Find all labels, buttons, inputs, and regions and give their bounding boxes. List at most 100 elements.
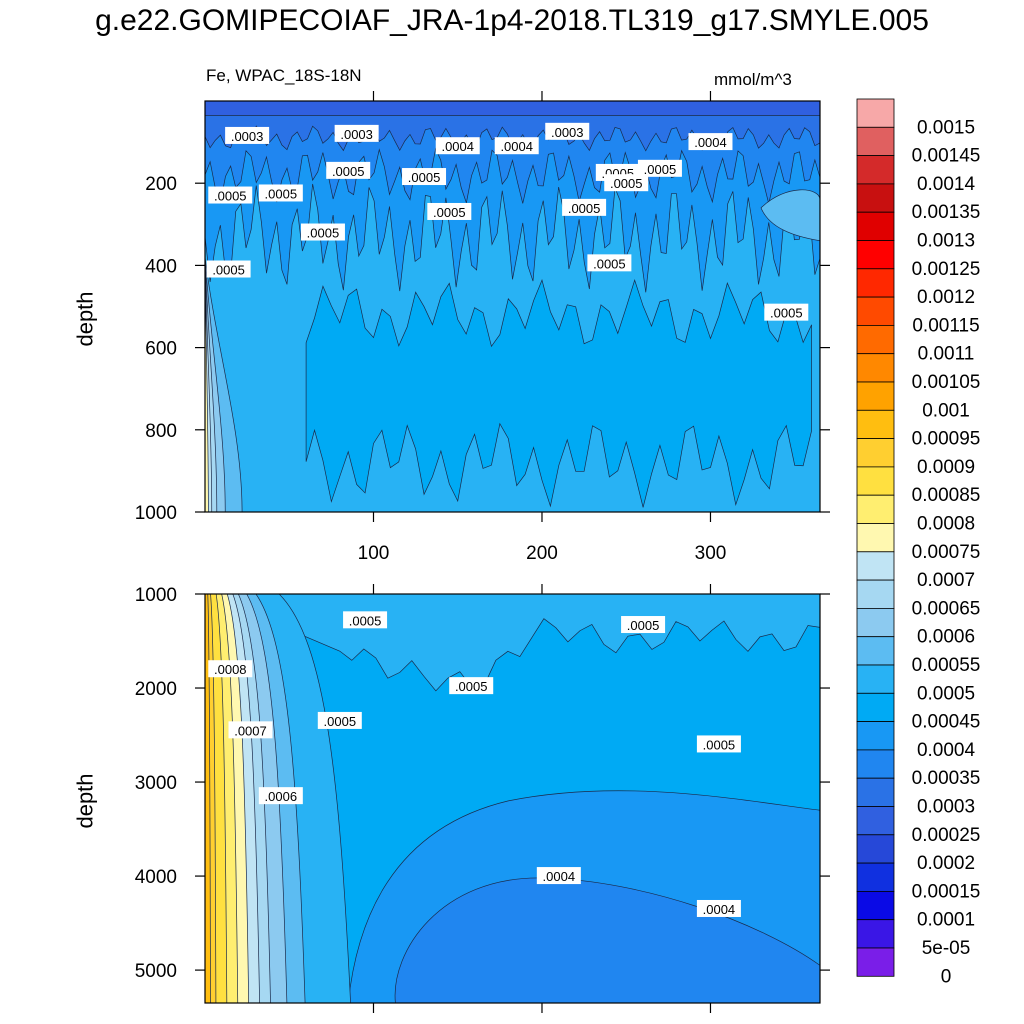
colorbar-swatch xyxy=(856,806,895,836)
upper-contour-0.00045 xyxy=(305,278,812,508)
upper-y-tick-label: 600 xyxy=(145,339,177,360)
svg-text:.0007: .0007 xyxy=(234,723,267,738)
colorbar-level-label: 0.00025 xyxy=(912,825,981,846)
lower-y-tick-label: 1000 xyxy=(135,585,177,606)
colorbar-swatch xyxy=(856,268,895,298)
colorbar-swatch xyxy=(856,381,895,411)
colorbar-swatch xyxy=(856,155,895,185)
colorbar-swatch xyxy=(856,636,895,666)
colorbar-swatch xyxy=(856,353,895,383)
lower-y-tick-label: 2000 xyxy=(135,679,177,700)
upper-contour-label: .0005 xyxy=(587,254,632,272)
upper-right-patch xyxy=(760,189,820,242)
svg-text:.0005: .0005 xyxy=(408,170,441,185)
colorbar-level-label: 0.0003 xyxy=(917,797,975,818)
svg-text:.0005: .0005 xyxy=(568,201,601,216)
lower-contour-label: .0006 xyxy=(258,787,303,805)
colorbar-level-label: 0.0015 xyxy=(917,117,975,138)
lower-contour-label: .0007 xyxy=(228,721,273,739)
lower-contour-label: .0005 xyxy=(343,611,388,629)
colorbar-level-label: 0.0002 xyxy=(917,853,975,874)
lower-contour-panel: .0005 .0005 .0005 .0005 .0005 .0008 .0007 .0006… xyxy=(135,584,830,1013)
svg-text:.0004: .0004 xyxy=(703,902,736,917)
svg-text:.0005: .0005 xyxy=(265,186,298,201)
upper-contour-label: .0004 xyxy=(688,133,733,151)
main-title: g.e22.GOMIPECOIAF_JRA-1p4-2018.TL319_g17… xyxy=(95,4,929,37)
lower-frame xyxy=(204,593,821,1004)
colorbar-swatch xyxy=(856,777,895,807)
svg-text:.0005: .0005 xyxy=(332,164,365,179)
colorbar-swatch xyxy=(856,834,895,864)
colorbar: 0.0015 0.00145 0.0014 0.00135 0.0013 0.00125 0… xyxy=(856,98,981,987)
upper-contour-label: .0004 xyxy=(494,137,539,155)
colorbar-level-label: 0.00115 xyxy=(912,315,979,336)
svg-text:.0005: .0005 xyxy=(349,613,382,628)
svg-text:.0004: .0004 xyxy=(500,139,533,154)
colorbar-swatch xyxy=(856,466,895,496)
colorbar-level-label: 0.0004 xyxy=(917,740,976,761)
upper-contour-0.00025 xyxy=(205,101,820,116)
colorbar-level-label: 0.00135 xyxy=(912,202,981,223)
colorbar-level-label: 0.00105 xyxy=(912,372,981,393)
colorbar-level-label: 0.0005 xyxy=(917,683,975,704)
colorbar-level-label: 0.00085 xyxy=(912,485,981,506)
lower-contour-label: .0005 xyxy=(696,735,741,753)
colorbar-level-label: 0.00065 xyxy=(912,598,981,619)
panel-subtitle: Fe, WPAC_18S-18N xyxy=(206,66,362,85)
colorbar-level-label: 0 xyxy=(941,966,952,987)
lower-contour-label: .0004 xyxy=(696,899,741,917)
upper-contour-label: .0005 xyxy=(764,303,809,321)
colorbar-swatch xyxy=(856,438,895,468)
colorbar-swatch xyxy=(856,919,895,949)
colorbar-swatch xyxy=(856,579,895,609)
colorbar-swatch xyxy=(856,947,895,977)
upper-contour-label: .0004 xyxy=(435,137,480,155)
svg-text:.0004: .0004 xyxy=(543,869,576,884)
svg-text:.0005: .0005 xyxy=(644,162,677,177)
colorbar-level-label: 0.00045 xyxy=(912,712,981,733)
colorbar-level-label: 0.00035 xyxy=(912,768,981,789)
lower-contour-label: .0005 xyxy=(449,677,494,695)
colorbar-level-label: 0.00125 xyxy=(912,259,981,280)
upper-y-tick-label: 200 xyxy=(145,174,177,195)
svg-text:.0005: .0005 xyxy=(593,256,626,271)
upper-frame xyxy=(204,100,821,513)
lower-contour-label: .0004 xyxy=(536,867,581,885)
lower-y-tick-label: 3000 xyxy=(135,773,177,794)
colorbar-level-label: 0.0013 xyxy=(917,231,975,252)
colorbar-level-label: 0.0001 xyxy=(917,910,975,931)
colorbar-level-label: 5e-05 xyxy=(922,938,971,959)
svg-text:.0005: .0005 xyxy=(214,189,247,204)
colorbar-level-label: 0.00015 xyxy=(912,881,981,902)
colorbar-level-label: 0.0011 xyxy=(918,344,975,365)
lower-contour-label: .0008 xyxy=(208,660,253,678)
units-label: mmol/m^3 xyxy=(714,70,792,89)
colorbar-swatch xyxy=(856,494,895,524)
upper-x-tick-label: 300 xyxy=(695,543,727,564)
lower-contour-label: .0005 xyxy=(317,711,362,729)
colorbar-swatch xyxy=(856,296,895,326)
upper-y-tick-label: 1000 xyxy=(135,503,177,524)
svg-text:.0006: .0006 xyxy=(265,789,298,804)
colorbar-swatch xyxy=(856,126,895,157)
colorbar-level-label: 0.00075 xyxy=(912,542,981,563)
svg-text:.0005: .0005 xyxy=(307,226,340,241)
colorbar-level-label: 0.0007 xyxy=(917,570,975,591)
colorbar-swatch xyxy=(856,721,895,751)
colorbar-level-label: 0.00055 xyxy=(912,655,981,676)
lower-y-tick-label: 4000 xyxy=(135,867,177,888)
upper-contour-label: .0005 xyxy=(402,168,447,186)
svg-text:.0004: .0004 xyxy=(441,139,474,154)
colorbar-swatch xyxy=(856,608,895,638)
upper-contour-label: .0005 xyxy=(604,174,649,192)
upper-contour-label: .0003 xyxy=(334,124,379,142)
colorbar-swatch xyxy=(856,183,895,213)
colorbar-swatch xyxy=(856,523,895,553)
lower-contour-label: .0005 xyxy=(621,616,666,634)
upper-contour-panel: .0003.0003.0004.0004.0003.0004.0005.0005… xyxy=(135,91,830,564)
lower-y-tick-label: 5000 xyxy=(135,961,177,982)
colorbar-swatch xyxy=(856,324,895,355)
colorbar-swatch xyxy=(856,891,895,921)
colorbar-swatch xyxy=(856,551,895,581)
